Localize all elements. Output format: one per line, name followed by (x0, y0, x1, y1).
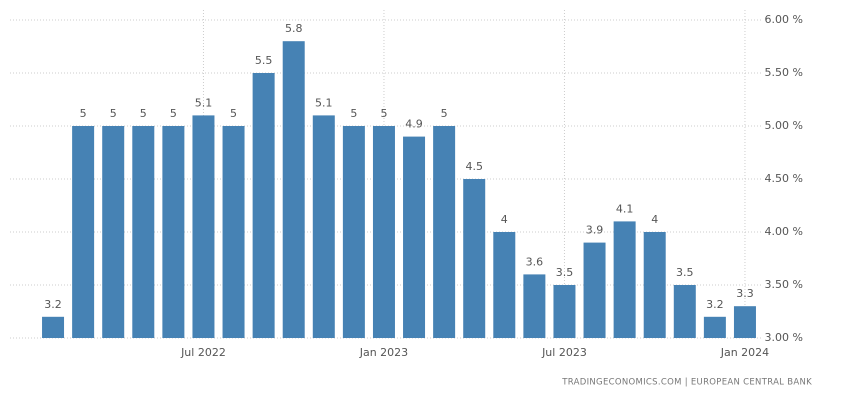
data-label: 3.5 (556, 266, 574, 279)
data-label: 4 (651, 213, 658, 226)
data-label: 5 (80, 107, 87, 120)
data-label: 3.2 (706, 298, 724, 311)
bar (493, 232, 516, 338)
bar (192, 115, 215, 339)
y-tick-label: 3.50 % (765, 278, 803, 291)
bar (162, 126, 185, 338)
bar (342, 126, 365, 338)
bar (703, 316, 726, 338)
data-label: 4.9 (405, 118, 423, 131)
data-label: 3.5 (676, 266, 694, 279)
bar (222, 126, 245, 338)
data-label: 3.2 (44, 298, 62, 311)
y-tick-label: 4.50 % (765, 172, 803, 185)
data-label: 5 (441, 107, 448, 120)
bar (523, 274, 546, 338)
bar (673, 285, 696, 338)
data-label: 5 (380, 107, 387, 120)
bar (643, 232, 666, 338)
bar (403, 136, 426, 338)
data-label: 3.9 (586, 224, 604, 237)
bar (72, 126, 95, 338)
data-label: 4.1 (616, 202, 634, 215)
bar (252, 73, 275, 338)
bar (733, 306, 756, 338)
bar (42, 316, 65, 338)
y-tick-label: 3.00 % (765, 331, 803, 344)
data-label: 4.5 (465, 160, 483, 173)
data-label: 3.3 (736, 287, 754, 300)
x-tick-label: Jul 2022 (180, 346, 226, 359)
data-label: 5 (230, 107, 237, 120)
bar (613, 221, 636, 338)
data-label: 3.6 (526, 255, 544, 268)
x-tick-label: Jul 2023 (541, 346, 587, 359)
y-tick-label: 6.00 % (765, 13, 803, 26)
y-tick-label: 5.00 % (765, 119, 803, 132)
data-label: 5 (140, 107, 147, 120)
bar (312, 115, 335, 339)
data-label: 5 (170, 107, 177, 120)
source: TRADINGECONOMICS.COM | EUROPEAN CENTRAL … (561, 378, 812, 388)
bar (102, 126, 125, 338)
data-label: 5.1 (195, 96, 213, 109)
data-label: 5.5 (255, 54, 273, 67)
bar (433, 126, 456, 338)
data-label: 5.8 (285, 22, 303, 35)
bar (372, 126, 395, 338)
bar (132, 126, 155, 338)
data-label: 5 (110, 107, 117, 120)
bar (463, 179, 486, 338)
bar (583, 242, 606, 338)
y-tick-label: 4.00 % (765, 225, 803, 238)
bar (553, 285, 576, 338)
bar (282, 41, 305, 338)
x-tick-label: Jan 2024 (720, 346, 769, 359)
y-tick-label: 5.50 % (765, 66, 803, 79)
data-label: 4 (501, 213, 508, 226)
data-label: 5.1 (315, 96, 333, 109)
x-tick-label: Jan 2023 (359, 346, 408, 359)
data-label: 5 (350, 107, 357, 120)
